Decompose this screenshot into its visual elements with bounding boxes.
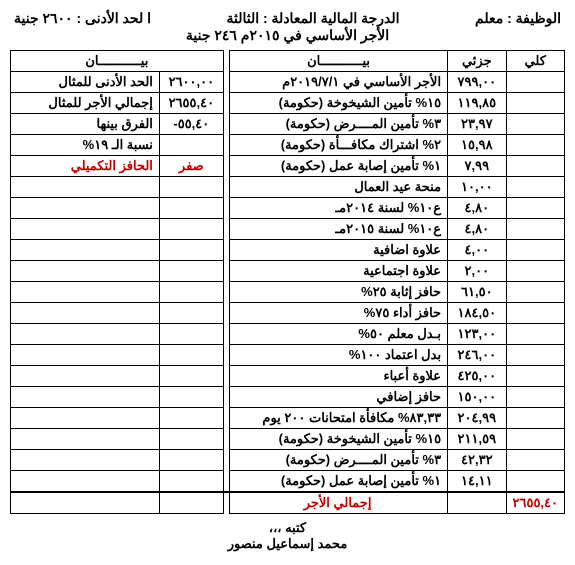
item-label: ٣% تأمين المــــرض (حكومة) xyxy=(230,450,448,471)
partial-value: ٤,٨٠ xyxy=(448,219,506,240)
total-value: ٢٦٥٥,٤٠ xyxy=(506,492,564,514)
table-row: ٦١,٥٠حافز إثابة ٢٥% xyxy=(11,282,565,303)
item-label: الأجر الأساسي في ٢٠١٩/٧/١م xyxy=(230,72,448,93)
partial-value: ٧٩٩,٠٠ xyxy=(448,72,506,93)
partial-value: ١٥٠,٠٠ xyxy=(448,387,506,408)
footer-line1: كتبه ،،، xyxy=(10,520,565,536)
table-row: ١٨٤,٥٠حافز أداء ٧٥% xyxy=(11,303,565,324)
table-row: ٢٤٦,٠٠بدل اعتماد ١٠٠% xyxy=(11,345,565,366)
table-row: ١٠,٠٠منحة عيد العمال xyxy=(11,177,565,198)
item-label: بدل اعتماد ١٠٠% xyxy=(230,345,448,366)
partial-value: ٢٣,٩٧ xyxy=(448,114,506,135)
table-row: ٢٣,٩٧٣% تأمين المــــرض (حكومة) ٥٥,٤٠-الف… xyxy=(11,114,565,135)
right-label: نسبة الـ ١٩% xyxy=(11,135,160,156)
partial-value: ١٠,٠٠ xyxy=(448,177,506,198)
table-row: ١٥,٩٨٢% اشتراك مكافـــأة (حكومة) نسبة الـ… xyxy=(11,135,565,156)
header-block: الوظيفة : معلم الدرجة المالية المعادلة :… xyxy=(10,10,565,44)
table-row: ٢١١,٥٩١٥% تأمين الشيخوخة (حكومة) xyxy=(11,429,565,450)
salary-table: كلي جزئي بيـــــــــــان بيـــــــــــان… xyxy=(10,50,565,514)
item-label: ٣% تأمين المــــرض (حكومة) xyxy=(230,114,448,135)
table-row: ٤,٠٠علاوة اضافية xyxy=(11,240,565,261)
total-row: ٢٦٥٥,٤٠ إجمالي الأجر xyxy=(11,492,565,514)
footer-line2: محمد إسماعيل منصور xyxy=(10,536,565,552)
partial-value: ١٨٤,٥٠ xyxy=(448,303,506,324)
partial-value: ٤٢٥,٠٠ xyxy=(448,366,506,387)
right-value xyxy=(159,135,223,156)
min-label: ا لحد الأدنى : ٢٦٠٠ جنية xyxy=(14,10,151,27)
partial-value: ١٥,٩٨ xyxy=(448,135,506,156)
base-wage-label: الأجر الأساسي في ٢٠١٥م ٢٤٦ جنية xyxy=(10,27,565,44)
table-row: ٧٩٩,٠٠الأجر الأساسي في ٢٠١٩/٧/١م ٢٦٠٠,٠٠ا… xyxy=(11,72,565,93)
partial-value: ٤,٠٠ xyxy=(448,240,506,261)
partial-value: ٢١١,٥٩ xyxy=(448,429,506,450)
job-label: الوظيفة : معلم xyxy=(475,10,561,27)
table-row: ٤,٨٠ع١٠% لسنة ٢٠١٥مـ xyxy=(11,219,565,240)
partial-value: ٢,٠٠ xyxy=(448,261,506,282)
table-header-row: كلي جزئي بيـــــــــــان بيـــــــــــان xyxy=(11,51,565,72)
grade-label: الدرجة المالية المعادلة : الثالثة xyxy=(226,10,399,27)
item-label: حافز أداء ٧٥% xyxy=(230,303,448,324)
footer: كتبه ،،، محمد إسماعيل منصور xyxy=(10,520,565,552)
right-value: ٥٥,٤٠- xyxy=(159,114,223,135)
item-label: علاوة اضافية xyxy=(230,240,448,261)
table-row: ١٥٠,٠٠حافز إضافي xyxy=(11,387,565,408)
right-label: الفرق بينها xyxy=(11,114,160,135)
table-row: ١٤,١١١% تأمين إصابة عمل (حكومة) xyxy=(11,471,565,493)
partial-value: ١١٩,٨٥ xyxy=(448,93,506,114)
partial-value: ٢٤٦,٠٠ xyxy=(448,345,506,366)
partial-value: ١٤,١١ xyxy=(448,471,506,493)
table-row: ٢٠٤,٩٩٨٣,٣٣% مكافأة امتحانات ٢٠٠ يوم xyxy=(11,408,565,429)
right-value: ٢٦٠٠,٠٠ xyxy=(159,72,223,93)
partial-value: ١٢٣,٠٠ xyxy=(448,324,506,345)
item-label: حافز إضافي xyxy=(230,387,448,408)
table-row: ١١٩,٨٥١٥% تأمين الشيخوخة (حكومة) ٢٦٥٥,٤٠إ… xyxy=(11,93,565,114)
item-label: ١% تأمين إصابة عمل (حكومة) xyxy=(230,156,448,177)
table-row: ١٢٣,٠٠بـدل معلم ٥٠% xyxy=(11,324,565,345)
item-label: ١٥% تأمين الشيخوخة (حكومة) xyxy=(230,429,448,450)
item-label: ٢% اشتراك مكافـــأة (حكومة) xyxy=(230,135,448,156)
col-gozee: جزئي xyxy=(448,51,506,72)
table-row: ٢,٠٠علاوة اجتماعية xyxy=(11,261,565,282)
item-label: بـدل معلم ٥٠% xyxy=(230,324,448,345)
table-row: ٤٢٥,٠٠علاوة أعباء xyxy=(11,366,565,387)
item-label: ١% تأمين إصابة عمل (حكومة) xyxy=(230,471,448,493)
right-label: الحد الأدنى للمثال xyxy=(11,72,160,93)
col-bayan-right: بيـــــــــــان xyxy=(11,51,224,72)
item-label: منحة عيد العمال xyxy=(230,177,448,198)
item-label: حافز إثابة ٢٥% xyxy=(230,282,448,303)
right-label: الحافز التكميلي xyxy=(11,156,160,177)
item-label: علاوة اجتماعية xyxy=(230,261,448,282)
col-bayan-left: بيـــــــــــان xyxy=(230,51,448,72)
partial-value: ٦١,٥٠ xyxy=(448,282,506,303)
right-value: صفر xyxy=(159,156,223,177)
total-label: إجمالي الأجر xyxy=(230,492,448,514)
item-label: ١٥% تأمين الشيخوخة (حكومة) xyxy=(230,93,448,114)
item-label: ع١٠% لسنة ٢٠١٤مـ xyxy=(230,198,448,219)
item-label: ٨٣,٣٣% مكافأة امتحانات ٢٠٠ يوم xyxy=(230,408,448,429)
right-label: إجمالي الأجر للمثال xyxy=(11,93,160,114)
partial-value: ٤٢,٣٢ xyxy=(448,450,506,471)
right-value: ٢٦٥٥,٤٠ xyxy=(159,93,223,114)
col-kolli: كلي xyxy=(506,51,564,72)
table-row: ٤٢,٣٢٣% تأمين المــــرض (حكومة) xyxy=(11,450,565,471)
item-label: ع١٠% لسنة ٢٠١٥مـ xyxy=(230,219,448,240)
partial-value: ٢٠٤,٩٩ xyxy=(448,408,506,429)
item-label: علاوة أعباء xyxy=(230,366,448,387)
table-row: ٤,٨٠ع١٠% لسنة ٢٠١٤مـ xyxy=(11,198,565,219)
partial-value: ٧,٩٩ xyxy=(448,156,506,177)
table-row: ٧,٩٩١% تأمين إصابة عمل (حكومة) صفرالحافز … xyxy=(11,156,565,177)
partial-value: ٤,٨٠ xyxy=(448,198,506,219)
